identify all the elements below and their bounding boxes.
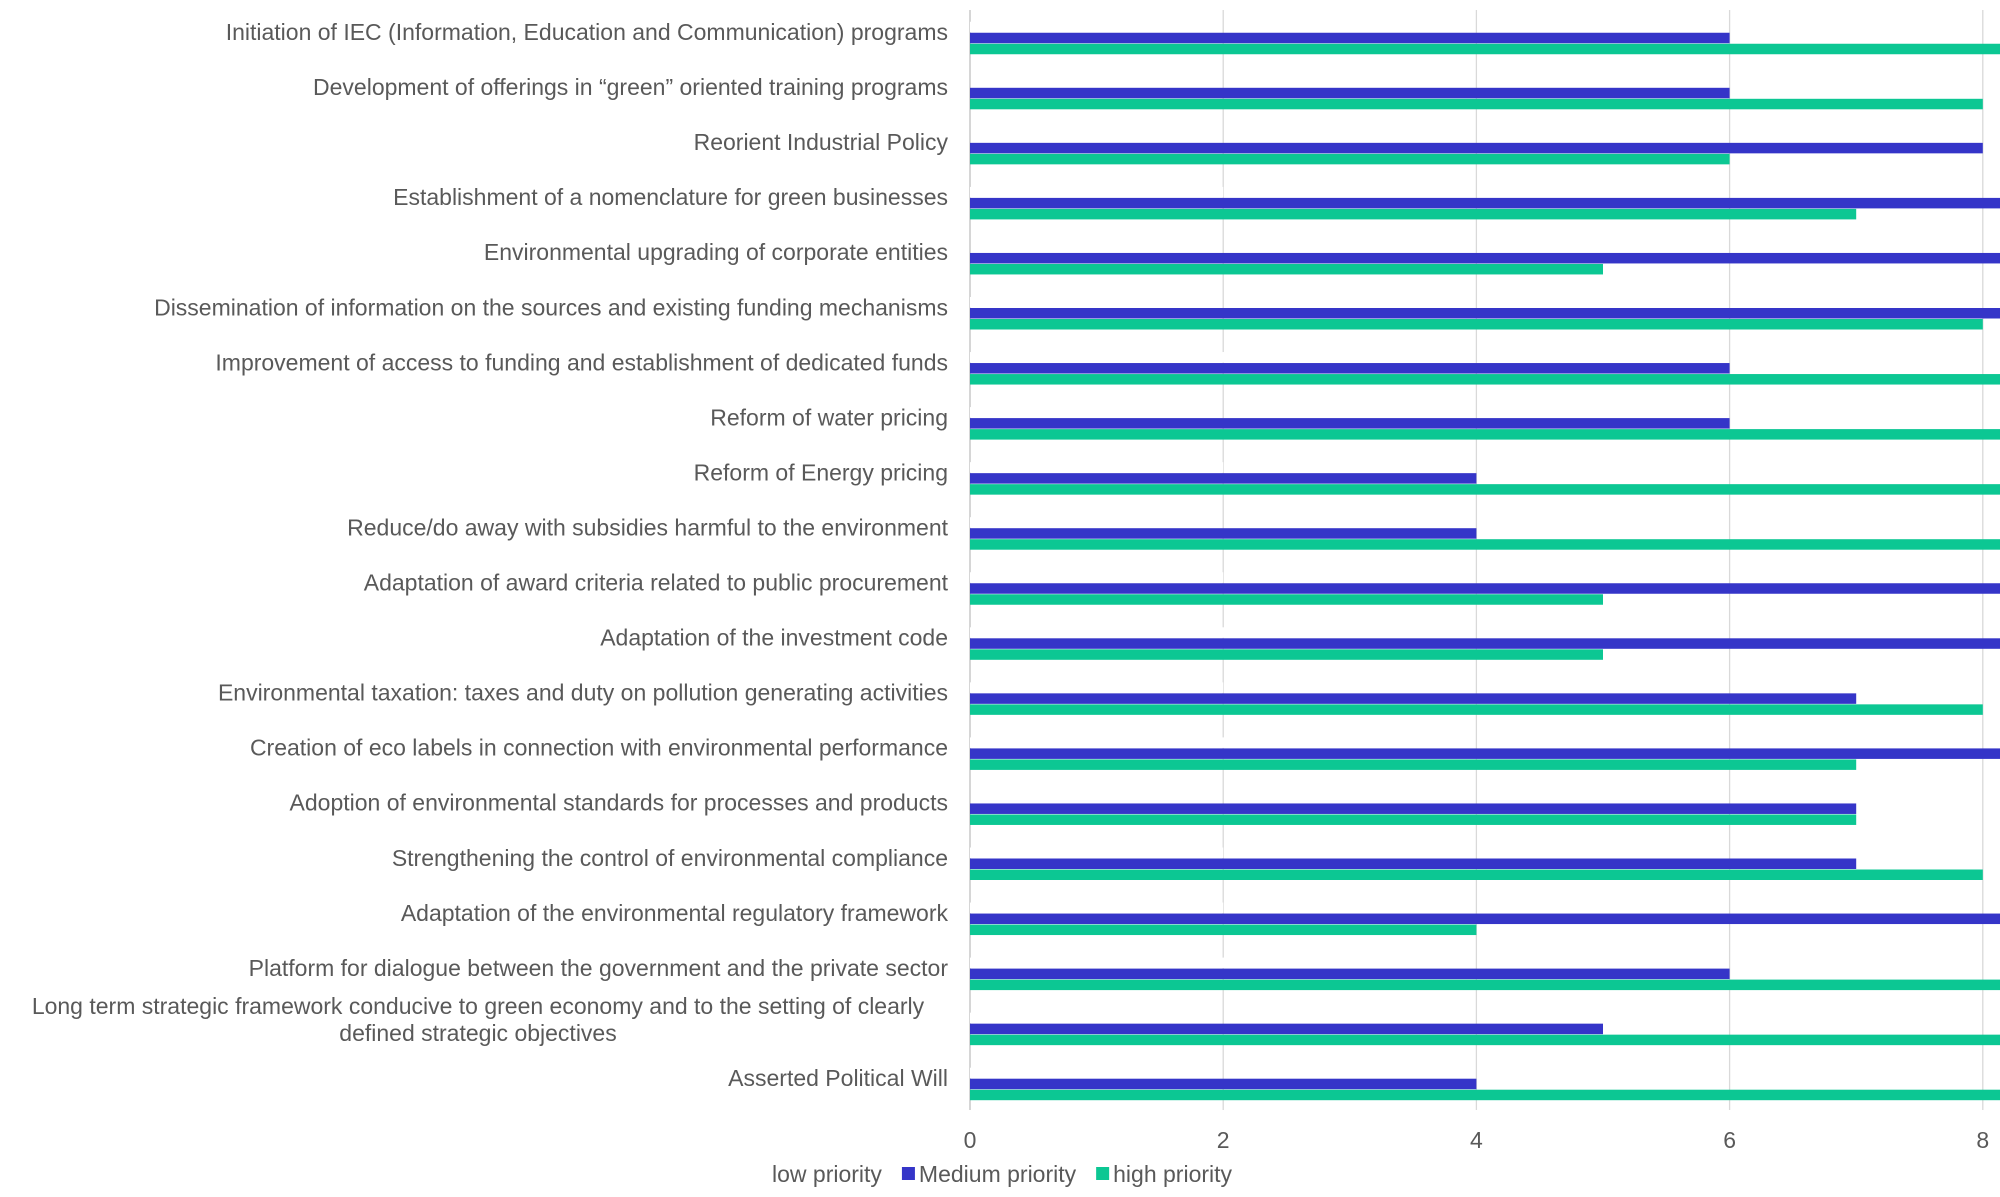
bar-medium-priority [970,142,1983,154]
bar-medium-priority [970,803,1857,814]
category-label: Reform of water pricing [710,404,948,430]
bar-high-priority [970,869,1983,880]
category-label: Reform of Energy pricing [694,459,948,485]
category-label: Adaptation of the environmental regulato… [401,900,949,926]
legend-label: low priority [772,1161,882,1187]
bar-high-priority [970,704,1983,715]
bar-medium-priority [970,252,2000,264]
bar-low-priority [970,352,1350,363]
bar-medium-priority [970,363,1730,374]
category-label: Establishment of a nomenclature for gree… [393,184,948,210]
legend: low priority Medium priority high priority [755,1161,1233,1187]
bar-medium-priority [970,197,2000,209]
bar-high-priority [970,429,2000,440]
category-label: Long term strategic framework conducive … [32,993,925,1046]
x-tick-label: 8 [1976,1127,1989,1153]
category-label: Creation of eco labels in connection wit… [250,735,948,761]
bar-high-priority [970,924,1477,936]
bar-high-priority [970,374,2000,385]
legend-swatch [1096,1167,1110,1180]
bar-low-priority [970,737,1350,748]
x-tick-label: 6 [1723,1127,1736,1153]
bar-high-priority [970,153,1730,165]
legend-label: high priority [1113,1161,1232,1187]
category-label: Reorient Industrial Policy [694,129,949,155]
bar-medium-priority [970,528,1477,539]
category-label: Adaptation of the investment code [600,625,948,651]
bar-high-priority [970,649,1603,660]
category-label: Development of offerings in “green” orie… [313,74,948,100]
bar-low-priority [970,21,1097,33]
bar-medium-priority [970,1078,1477,1090]
bar-low-priority [970,682,1224,693]
bar-low-priority [970,627,1350,638]
bar-medium-priority [970,473,1477,484]
bar-medium-priority [970,638,2000,649]
bar-high-priority [970,1034,2000,1046]
category-label: Adoption of environmental standards for … [290,790,948,816]
bar-high-priority [970,594,1603,605]
legend-swatch [901,1167,915,1180]
bar-high-priority [970,484,2000,495]
category-label: Dissemination of information on the sour… [154,294,948,320]
bar-low-priority [970,407,1097,418]
category-label: Improvement of access to funding and est… [215,349,948,375]
bar-high-priority [970,43,2000,55]
category-labels: Initiation of IEC (Information, Educatio… [32,19,949,1091]
category-label: Adaptation of award criteria related to … [364,570,949,596]
bar-high-priority [970,759,1857,770]
bar-high-priority [970,319,1983,330]
bar-medium-priority [970,583,2000,594]
bar-low-priority [970,517,1097,528]
bar-high-priority [970,814,1857,825]
bar-low-priority [970,902,1224,914]
bar-high-priority [970,263,1603,275]
bar-low-priority [970,297,1097,308]
legend-label: Medium priority [919,1161,1077,1187]
bar-low-priority [970,847,1224,858]
bar-low-priority [970,186,1224,198]
bar-medium-priority [970,32,1730,44]
bar-medium-priority [970,87,1730,99]
bar-medium-priority [970,693,1857,704]
category-label: Initiation of IEC (Information, Educatio… [226,19,948,45]
bar-medium-priority [970,308,2000,319]
category-label: Platform for dialogue between the govern… [249,955,949,981]
bar-low-priority [970,957,1350,969]
x-tick-label: 4 [1470,1127,1483,1153]
bar-low-priority [970,572,1224,583]
bar-medium-priority [970,418,1730,429]
bar-medium-priority [970,968,1730,980]
bar-low-priority [970,462,1224,473]
category-label: Asserted Political Will [728,1065,948,1091]
bar-high-priority [970,1089,2000,1101]
bar-low-priority [970,1012,1097,1024]
bar-high-priority [970,539,2000,550]
bar-low-priority [970,1067,1097,1079]
x-tick-label: 0 [964,1127,977,1153]
bar-high-priority [970,98,1983,110]
bar-medium-priority [970,913,2000,925]
category-label: Reduce/do away with subsidies harmful to… [347,514,948,540]
category-label: Strengthening the control of environment… [392,845,948,871]
legend-swatch [755,1167,768,1180]
bars [970,21,2000,1101]
gridlines [969,10,1984,1110]
category-label: Environmental taxation: taxes and duty o… [218,680,948,706]
x-tick-label: 2 [1217,1127,1230,1153]
x-tick-labels: 0246810121416 [964,1127,1990,1153]
category-label: Environmental upgrading of corporate ent… [484,239,948,265]
bar-high-priority [970,208,1857,220]
bar-medium-priority [970,858,1857,869]
bar-medium-priority [970,1023,1603,1035]
bar-high-priority [970,979,2000,991]
bar-medium-priority [970,748,2000,759]
